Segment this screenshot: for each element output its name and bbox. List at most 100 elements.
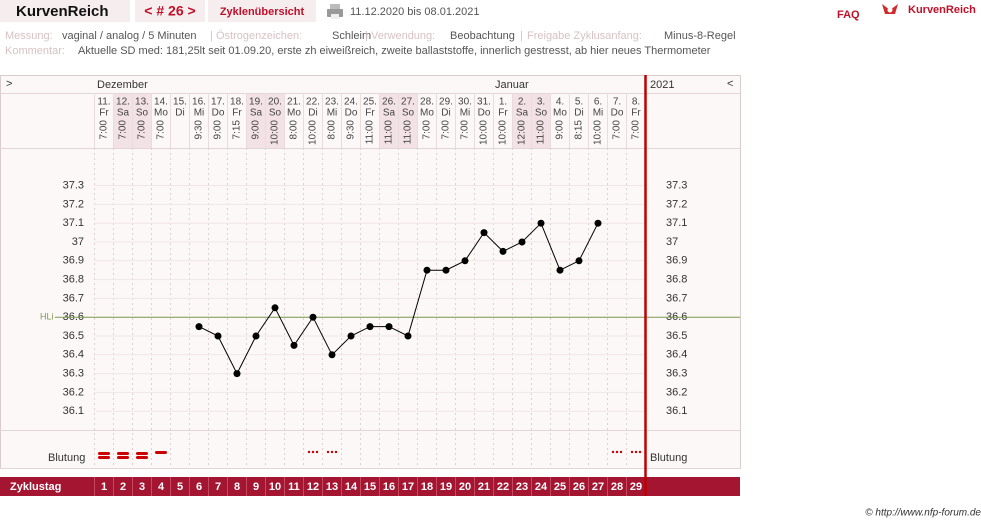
y-tick-label-right: 36.3 [666, 368, 687, 380]
bleeding-mark [117, 452, 129, 459]
bleeding-dot [619, 450, 623, 454]
cycle-day: 21 [478, 481, 490, 493]
bleeding-dot [615, 450, 619, 454]
weekday-label: Di [308, 108, 317, 119]
weekday-label: Mi [194, 108, 205, 119]
time-label: 10:00 [270, 120, 281, 145]
time-label: 9:00 [251, 120, 262, 140]
time-label: 10:00 [308, 120, 319, 145]
weekday-label: Mo [154, 108, 168, 119]
weekday-label: Mi [460, 108, 471, 119]
reference-label: HLi [40, 312, 54, 322]
bleeding-dash [98, 452, 110, 455]
weekday-label: Sa [383, 108, 396, 119]
cycle-day: 26 [573, 481, 585, 493]
day-label: 31. [477, 97, 491, 108]
y-tick-label-right: 36.9 [666, 255, 687, 267]
weekday-label: So [136, 108, 149, 119]
cycle-day: 12 [307, 481, 319, 493]
year-label: 2021 [650, 79, 674, 91]
field-label: Verwendung: [371, 30, 435, 42]
weekday-label: Fr [99, 108, 109, 119]
logo[interactable]: KurvenReich [16, 3, 109, 20]
temperature-point [271, 304, 279, 312]
day-label: 11. [97, 97, 110, 108]
cycle-day: 14 [345, 481, 358, 493]
time-label: 7:00 [460, 120, 471, 140]
bleeding-dot [611, 450, 615, 454]
brand-icon [882, 4, 898, 14]
day-label: 7. [613, 97, 621, 108]
cycle-day: 28 [611, 481, 623, 493]
comment: Aktuelle SD med: 181,25lt seit 01.09.20,… [78, 45, 711, 57]
day-label: 4. [556, 97, 564, 108]
temperature-point [214, 332, 222, 340]
faq-link[interactable]: FAQ [837, 9, 860, 21]
cycle-day-row [0, 477, 740, 496]
weekday-label: Mi [593, 108, 604, 119]
cycle-day: 1 [101, 481, 107, 493]
weekday-label: Mo [420, 108, 434, 119]
weekday-label: Fr [365, 108, 375, 119]
time-label: 7:00 [156, 120, 167, 140]
bleeding-label: Blutung [48, 452, 85, 464]
y-tick-label: 36.2 [63, 386, 84, 398]
day-label: 20. [268, 97, 282, 108]
bleeding-mark [155, 451, 167, 454]
time-label: 11:00 [365, 120, 376, 145]
weekend-shade [531, 93, 551, 148]
day-label: 6. [594, 97, 602, 108]
y-tick-label-right: 36.7 [666, 292, 687, 304]
bleeding-dash [98, 456, 110, 459]
weekday-label: Di [574, 108, 583, 119]
bleeding-dot [315, 450, 319, 454]
bleeding-dot [311, 450, 315, 454]
field-value: Beobachtung [450, 30, 515, 42]
day-label: 15. [173, 97, 187, 108]
y-tick-label: 36.3 [63, 368, 84, 380]
time-label: 7:00 [422, 120, 433, 140]
brand[interactable]: KurvenReich [908, 4, 976, 16]
temperature-point [537, 219, 545, 227]
cycle-day: 11 [288, 481, 300, 493]
y-tick-label-right: 36.8 [666, 274, 687, 286]
temperature-point [290, 341, 298, 349]
cycle-day: 13 [326, 481, 338, 493]
day-label: 29. [439, 97, 453, 108]
nav-right: < [727, 78, 733, 90]
cycle-day-label: Zyklustag [10, 481, 61, 493]
temperature-point [423, 266, 431, 274]
weekday-label: So [269, 108, 282, 119]
overview-link[interactable]: Zyklenübersicht [220, 6, 305, 18]
weekday-label: Do [611, 108, 624, 119]
bleeding-dot [307, 450, 311, 454]
day-label: 21. [287, 97, 301, 108]
cycle-day: 15 [364, 481, 376, 493]
bleeding-mark [98, 452, 110, 459]
copyright: © http://www.nfp-forum.de [865, 508, 981, 519]
time-label: 9:30 [346, 120, 357, 140]
print-icon[interactable] [327, 4, 343, 19]
day-label: 5. [575, 97, 583, 108]
temperature-point [385, 323, 393, 331]
y-tick-label: 37.3 [63, 180, 84, 192]
temperature-point [518, 238, 526, 246]
time-label: 7:00 [99, 120, 110, 140]
month-label: Dezember [97, 79, 148, 91]
bleeding-mark [630, 450, 642, 454]
temperature-point [252, 332, 260, 340]
weekend-shade [398, 93, 418, 148]
time-label: 12:00 [517, 120, 528, 145]
time-label: 7:00 [631, 120, 642, 140]
time-label: 8:00 [289, 120, 300, 140]
cycle-nav[interactable]: < # 26 > [144, 3, 195, 19]
nav-box [135, 0, 205, 22]
y-tick-label-right: 37.1 [666, 217, 687, 229]
cycle-day: 22 [497, 481, 509, 493]
y-tick-label-right: 36.2 [666, 386, 687, 398]
cycle-day: 24 [535, 481, 548, 493]
weekday-label: Di [175, 108, 184, 119]
cycle-day: 25 [554, 481, 566, 493]
weekday-label: Do [212, 108, 225, 119]
